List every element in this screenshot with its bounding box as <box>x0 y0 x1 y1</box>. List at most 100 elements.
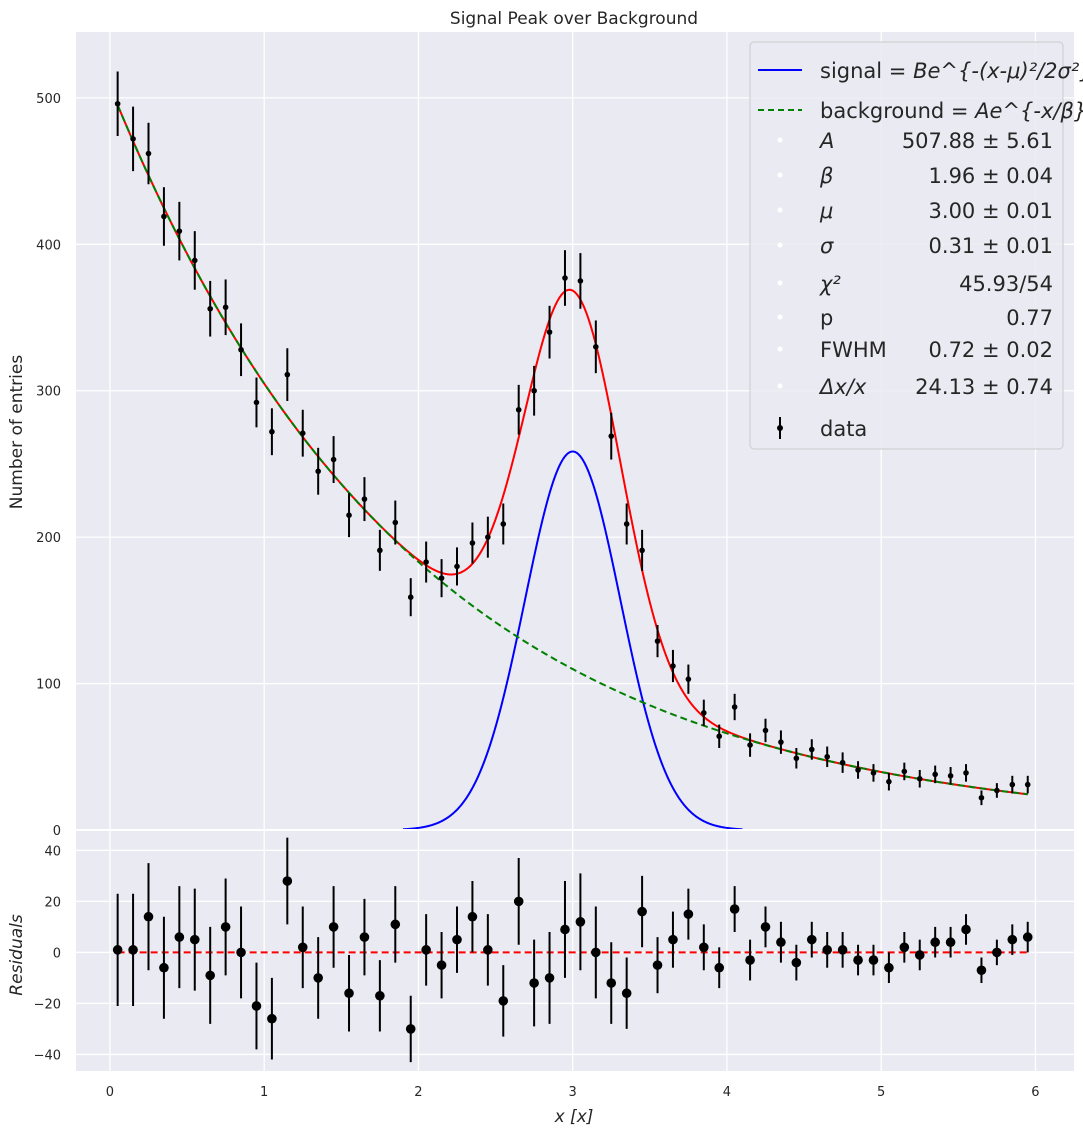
main-y-tick-label: 100 <box>36 678 61 693</box>
data-point <box>824 753 830 760</box>
legend-param-marker <box>777 172 783 178</box>
residuals-grid <box>76 829 1074 1071</box>
main-data-points <box>114 71 1031 806</box>
legend-param-marker <box>777 383 783 389</box>
legend-param-marker <box>777 314 783 320</box>
residuals-data-points <box>112 837 1033 1063</box>
main-y-tick-label: 400 <box>36 238 61 253</box>
data-point <box>1009 781 1016 788</box>
legend-param-value: 24.13 ± 0.74 <box>915 375 1053 399</box>
data-point <box>253 399 260 406</box>
data-point <box>793 755 800 762</box>
residual-point <box>745 955 755 965</box>
x-tick-label: 5 <box>877 1085 885 1100</box>
residual-point <box>698 942 709 953</box>
residuals-y-label: Residuals <box>7 914 27 996</box>
residual-point <box>375 990 385 1001</box>
residual-point <box>961 924 971 935</box>
legend-param-name: Δx/x <box>818 375 867 399</box>
data-point <box>330 456 337 463</box>
residual-point <box>714 962 725 973</box>
residual-point <box>853 955 863 965</box>
residual-point <box>637 906 647 917</box>
residual-point <box>498 996 509 1006</box>
x-tick-label: 1 <box>260 1085 268 1100</box>
data-point <box>808 746 815 753</box>
data-point <box>700 710 707 716</box>
residual-point <box>436 960 447 970</box>
x-tick-label: 6 <box>1031 1085 1039 1100</box>
legend-param-value: 507.88 ± 5.61 <box>902 129 1053 153</box>
data-point <box>608 433 615 439</box>
residual-point <box>483 945 493 955</box>
data-point <box>500 521 507 527</box>
legend-param-name: σ <box>820 234 834 258</box>
data-point <box>485 534 491 540</box>
residual-point <box>560 924 570 935</box>
data-point <box>654 638 661 644</box>
residual-point <box>945 937 956 948</box>
residual-point <box>822 945 832 955</box>
legend-param-value: 1.96 ± 0.04 <box>929 164 1053 188</box>
legend-data-marker <box>777 425 783 431</box>
data-point <box>238 346 244 353</box>
x-axis-label: x [x] <box>554 1107 594 1127</box>
main-curves <box>116 104 1028 831</box>
x-tick-label: 0 <box>106 1085 114 1100</box>
residual-point <box>344 988 354 999</box>
data-point <box>963 770 969 776</box>
residual-point <box>359 932 370 942</box>
data-point <box>577 278 584 284</box>
residuals-panel: −40 −20 0 20 40 0 1 2 3 4 5 6 <box>34 829 1074 1100</box>
main-y-ticks: 0 100 200 300 400 500 <box>36 92 61 839</box>
residual-point <box>760 922 771 932</box>
legend: signal = Be^{-(x-μ)²/2σ²} background = A… <box>749 41 1083 450</box>
residual-point <box>776 937 786 948</box>
data-point <box>207 305 213 312</box>
residual-point <box>729 904 740 914</box>
residuals-y-tick-label: 0 <box>53 946 61 961</box>
residual-point <box>1007 934 1018 945</box>
data-point <box>670 663 676 669</box>
data-point <box>778 739 784 745</box>
data-point <box>685 676 692 682</box>
residual-point <box>267 1013 277 1024</box>
residual-point <box>282 876 293 886</box>
residual-point <box>899 942 910 953</box>
data-point <box>438 575 445 581</box>
legend-signal-label: signal = Be^{-(x-μ)²/2σ²} <box>820 59 1083 83</box>
data-point <box>623 521 630 527</box>
legend-param-value: 0.31 ± 0.01 <box>929 234 1053 258</box>
data-point <box>407 594 414 600</box>
x-tick-label: 3 <box>569 1085 577 1100</box>
residual-point <box>529 978 539 988</box>
data-point <box>284 371 291 378</box>
residuals-y-tick-label: −20 <box>34 997 61 1012</box>
residual-point <box>621 988 632 999</box>
legend-data-label: data <box>820 417 867 441</box>
data-point <box>145 150 152 157</box>
data-point <box>994 787 1000 794</box>
residuals-y-ticks: −40 −20 0 20 40 <box>34 844 61 1063</box>
residuals-x-ticks: 0 1 2 3 4 5 6 <box>106 1085 1040 1100</box>
residual-point <box>868 955 879 965</box>
data-point <box>855 767 861 773</box>
legend-background-label: background = Ae^{-x/β} <box>820 99 1083 123</box>
data-point <box>916 775 923 782</box>
residual-point <box>143 911 154 922</box>
data-point <box>870 770 877 776</box>
residual-point <box>591 947 601 958</box>
residual-point <box>297 942 308 953</box>
residual-point <box>421 945 431 955</box>
residual-point <box>1022 932 1033 942</box>
data-point <box>454 563 460 570</box>
residual-point <box>914 950 925 960</box>
data-point <box>469 540 476 546</box>
data-point <box>839 759 846 766</box>
residual-point <box>806 934 817 945</box>
main-y-tick-label: 0 <box>53 824 61 839</box>
data-point <box>423 559 429 565</box>
legend-param-value: 3.00 ± 0.01 <box>929 199 1053 223</box>
data-point <box>114 100 121 107</box>
legend-param-name: β <box>819 164 833 188</box>
